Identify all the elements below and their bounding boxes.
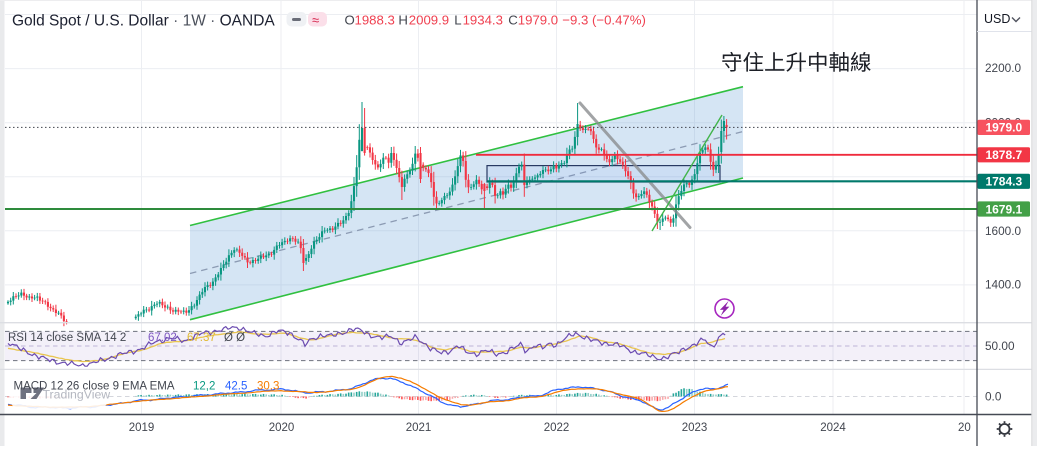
svg-text:1878.7: 1878.7 <box>985 148 1022 162</box>
svg-text:30.3: 30.3 <box>257 381 279 393</box>
svg-text:2009.9: 2009.9 <box>409 13 449 28</box>
svg-text:2020: 2020 <box>269 422 295 434</box>
svg-text:L: L <box>454 13 461 28</box>
svg-text:2019: 2019 <box>129 422 155 434</box>
svg-text:1934.3: 1934.3 <box>463 13 503 28</box>
svg-text:O: O <box>345 13 355 28</box>
svg-text:1784.3: 1784.3 <box>985 175 1022 189</box>
svg-text:2200.0: 2200.0 <box>985 61 1022 75</box>
svg-text:67.02: 67.02 <box>148 332 177 344</box>
svg-text:−9.3 (−0.47%): −9.3 (−0.47%) <box>562 13 646 28</box>
svg-text:MACD 12 26 close 9 EMA EMA: MACD 12 26 close 9 EMA EMA <box>14 381 175 393</box>
svg-text:H: H <box>398 13 408 28</box>
svg-text:2023: 2023 <box>682 422 708 434</box>
svg-text:1979.0: 1979.0 <box>518 13 558 28</box>
svg-text:1600.0: 1600.0 <box>985 224 1022 238</box>
svg-text:Ø Ø: Ø Ø <box>224 332 245 344</box>
svg-text:2024: 2024 <box>820 422 846 434</box>
svg-text:1400.0: 1400.0 <box>985 278 1022 292</box>
svg-text:67.37: 67.37 <box>187 332 216 344</box>
svg-text:1988.3: 1988.3 <box>355 13 395 28</box>
svg-text:USD: USD <box>984 12 1010 26</box>
svg-text:1979.0: 1979.0 <box>985 121 1022 135</box>
svg-text:1679.1: 1679.1 <box>985 202 1022 216</box>
svg-text:RSI 14 close SMA 14 2: RSI 14 close SMA 14 2 <box>8 332 126 344</box>
svg-text:50.00: 50.00 <box>985 339 1015 353</box>
svg-text:Gold Spot / U.S. Dollar · 1W ·: Gold Spot / U.S. Dollar · 1W · OANDA <box>12 13 275 30</box>
svg-text:C: C <box>508 13 518 28</box>
svg-text:0.0: 0.0 <box>985 390 1002 404</box>
svg-text:2021: 2021 <box>406 422 432 434</box>
svg-text:≈: ≈ <box>312 13 319 28</box>
svg-text:12,2: 12,2 <box>193 381 215 393</box>
svg-text:20: 20 <box>958 422 971 434</box>
svg-text:2022: 2022 <box>544 422 570 434</box>
svg-text:42.5: 42.5 <box>225 381 247 393</box>
